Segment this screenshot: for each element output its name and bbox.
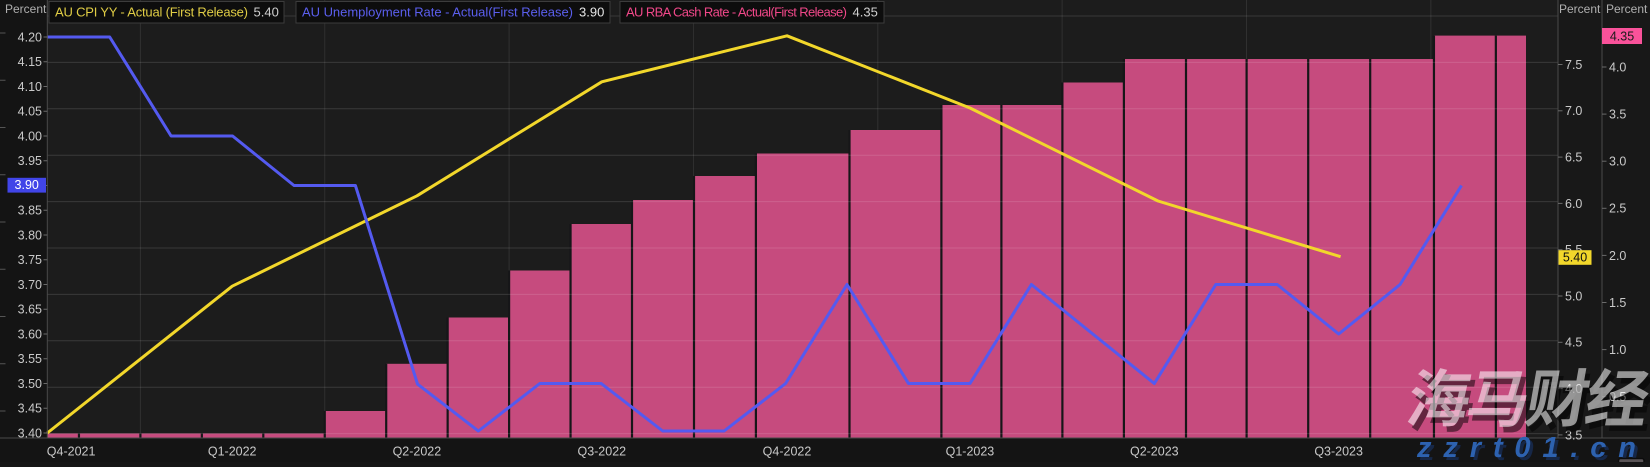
svg-text:3.95: 3.95: [18, 154, 42, 168]
svg-text:5.40: 5.40: [254, 5, 279, 20]
svg-text:Q2-2022: Q2-2022: [393, 445, 442, 459]
svg-text:zzrt01.cn: zzrt01.cn: [1416, 432, 1636, 462]
svg-text:3.5: 3.5: [1609, 108, 1626, 122]
svg-text:Percent: Percent: [1559, 2, 1601, 16]
svg-text:1.5: 1.5: [1609, 296, 1626, 310]
svg-text:5.40: 5.40: [1563, 251, 1587, 265]
svg-text:Q4-2022: Q4-2022: [763, 445, 812, 459]
svg-text:Q2-2023: Q2-2023: [1130, 445, 1179, 459]
svg-text:Q3-2023: Q3-2023: [1314, 445, 1363, 459]
svg-text:4.05: 4.05: [18, 105, 42, 119]
svg-text:3.45: 3.45: [18, 402, 42, 416]
svg-text:AU Unemployment Rate - Actual(: AU Unemployment Rate - Actual(First Rele…: [302, 5, 573, 20]
svg-text:5.0: 5.0: [1565, 289, 1582, 303]
svg-text:7.0: 7.0: [1565, 104, 1582, 118]
svg-text:Q3-2022: Q3-2022: [577, 445, 626, 459]
svg-text:4.35: 4.35: [853, 5, 878, 20]
svg-text:4.15: 4.15: [18, 55, 42, 69]
svg-text:3.90: 3.90: [15, 178, 39, 192]
svg-text:3.85: 3.85: [18, 204, 42, 218]
svg-text:3.70: 3.70: [18, 278, 42, 292]
svg-text:3.65: 3.65: [18, 303, 42, 317]
svg-text:Percent: Percent: [5, 2, 47, 16]
svg-text:4.20: 4.20: [18, 30, 42, 44]
svg-text:Percent: Percent: [1606, 2, 1648, 16]
svg-text:3.80: 3.80: [18, 228, 42, 242]
svg-text:AU CPI YY - Actual (First Rele: AU CPI YY - Actual (First Release): [55, 5, 248, 20]
svg-text:3.60: 3.60: [18, 327, 42, 341]
svg-text:AU RBA Cash Rate - Actual(Firs: AU RBA Cash Rate - Actual(First Release): [626, 5, 847, 20]
svg-text:6.0: 6.0: [1565, 197, 1582, 211]
svg-text:3.40: 3.40: [18, 426, 42, 440]
svg-text:7.5: 7.5: [1565, 58, 1582, 72]
svg-text:4.5: 4.5: [1565, 336, 1582, 350]
svg-text:4.0: 4.0: [1609, 60, 1626, 74]
svg-text:Q4-2021: Q4-2021: [47, 445, 96, 459]
svg-text:1.0: 1.0: [1609, 343, 1626, 357]
svg-text:3.75: 3.75: [18, 253, 42, 267]
svg-text:4.35: 4.35: [1610, 29, 1634, 43]
svg-text:3.55: 3.55: [18, 352, 42, 366]
svg-text:3.90: 3.90: [579, 5, 604, 20]
svg-text:3.50: 3.50: [18, 377, 42, 391]
svg-text:2.5: 2.5: [1609, 202, 1626, 216]
svg-text:Q1-2022: Q1-2022: [208, 445, 257, 459]
svg-text:Q1-2023: Q1-2023: [946, 445, 995, 459]
svg-text:2.0: 2.0: [1609, 249, 1626, 263]
svg-text:4.00: 4.00: [18, 129, 42, 143]
svg-text:3.0: 3.0: [1609, 155, 1626, 169]
svg-text:4.10: 4.10: [18, 80, 42, 94]
svg-text:6.5: 6.5: [1565, 151, 1582, 165]
